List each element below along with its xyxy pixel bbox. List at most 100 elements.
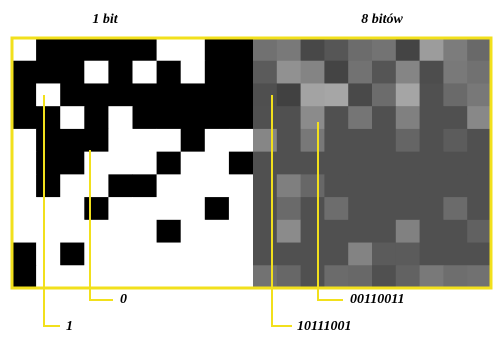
pixel	[60, 129, 85, 152]
callout-label: 00110011	[350, 292, 404, 307]
pixel	[372, 106, 396, 129]
pixel	[157, 38, 182, 61]
pixel	[443, 197, 467, 220]
pixel	[348, 265, 372, 288]
pixel	[301, 38, 325, 61]
pixel	[84, 38, 109, 61]
pixel	[348, 106, 372, 129]
pixel	[36, 129, 61, 152]
pixel	[277, 174, 301, 197]
pixel	[36, 220, 61, 243]
pixel	[277, 38, 301, 61]
pixel	[157, 174, 182, 197]
pixel	[348, 174, 372, 197]
pixel	[348, 61, 372, 84]
pixel	[253, 129, 277, 152]
pixel	[36, 61, 61, 84]
pixel	[301, 197, 325, 220]
pixel	[108, 243, 133, 266]
pixel	[443, 106, 467, 129]
pixel	[372, 220, 396, 243]
pixel	[467, 265, 491, 288]
pixel	[396, 106, 420, 129]
pixel	[157, 243, 182, 266]
pixel	[108, 61, 133, 84]
pixel	[277, 61, 301, 84]
pixel	[324, 38, 348, 61]
pixel	[84, 265, 109, 288]
pixel	[12, 174, 37, 197]
pixel	[348, 197, 372, 220]
pixel	[396, 265, 420, 288]
pixel	[133, 243, 158, 266]
pixel	[157, 152, 182, 175]
pixel	[157, 220, 182, 243]
pixel	[12, 220, 37, 243]
pixel	[108, 174, 133, 197]
pixel	[420, 243, 444, 266]
pixel	[205, 152, 230, 175]
pixel	[36, 38, 61, 61]
pixel	[301, 129, 325, 152]
pixel	[229, 243, 254, 266]
pixel	[253, 197, 277, 220]
pixel	[253, 106, 277, 129]
pixel	[443, 83, 467, 106]
pixel	[229, 83, 254, 106]
pixel	[157, 265, 182, 288]
pixel	[324, 152, 348, 175]
pixel	[420, 197, 444, 220]
pixel	[301, 265, 325, 288]
pixel	[229, 106, 254, 129]
pixel	[205, 61, 230, 84]
pixel	[181, 61, 206, 84]
pixel	[181, 197, 206, 220]
callout-label: 10111001	[297, 319, 351, 334]
pixel	[301, 220, 325, 243]
pixel	[396, 129, 420, 152]
pixel	[133, 265, 158, 288]
pixel	[205, 220, 230, 243]
pixel	[36, 265, 61, 288]
pixel	[36, 106, 61, 129]
pixel	[372, 83, 396, 106]
pixel	[84, 106, 109, 129]
pixel	[348, 129, 372, 152]
pixel	[133, 152, 158, 175]
pixel	[420, 61, 444, 84]
pixel	[301, 243, 325, 266]
pixel	[396, 83, 420, 106]
pixel	[108, 197, 133, 220]
pixel	[205, 129, 230, 152]
callout-label: 0	[120, 292, 127, 307]
pixel	[277, 197, 301, 220]
pixel	[108, 152, 133, 175]
pixel	[12, 106, 37, 129]
pixel	[443, 61, 467, 84]
pixel	[467, 174, 491, 197]
pixel	[253, 38, 277, 61]
pixel	[420, 106, 444, 129]
pixel	[396, 174, 420, 197]
pixel	[253, 83, 277, 106]
pixel	[443, 152, 467, 175]
pixel	[324, 106, 348, 129]
pixel	[60, 265, 85, 288]
pixel	[60, 38, 85, 61]
pixel	[277, 243, 301, 266]
pixel	[229, 197, 254, 220]
pixel	[205, 38, 230, 61]
pixel	[181, 106, 206, 129]
pixel	[372, 38, 396, 61]
pixel	[443, 174, 467, 197]
pixel	[181, 265, 206, 288]
pixel	[324, 129, 348, 152]
pixel	[133, 174, 158, 197]
pixel	[396, 220, 420, 243]
pixel	[372, 129, 396, 152]
pixel	[396, 38, 420, 61]
pixel	[467, 129, 491, 152]
pixel	[36, 243, 61, 266]
pixel	[277, 265, 301, 288]
pixel	[84, 243, 109, 266]
